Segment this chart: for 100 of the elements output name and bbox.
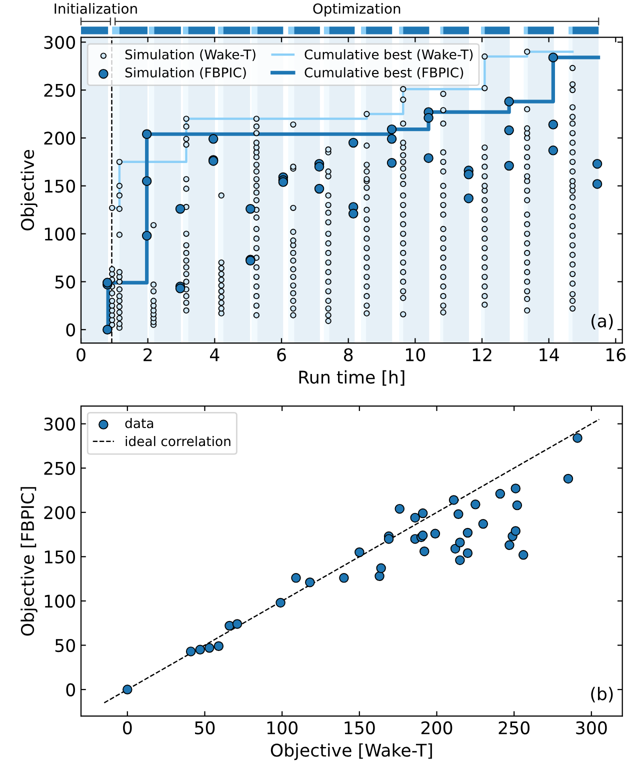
text: Initialization <box>54 3 137 14</box>
point <box>563 474 574 484</box>
point <box>142 129 152 140</box>
point <box>386 124 397 134</box>
y-tick-label: 50 <box>55 275 75 289</box>
text: Optimization <box>313 3 400 17</box>
point <box>314 184 324 194</box>
y-tick-label: 250 <box>44 462 75 475</box>
point <box>102 324 112 334</box>
point <box>464 170 474 180</box>
point <box>504 540 514 550</box>
y-tick-label: 0 <box>66 323 75 336</box>
point <box>504 125 514 136</box>
annotation: (a) <box>592 314 613 330</box>
annotation: (b) <box>591 686 613 702</box>
point <box>510 484 521 494</box>
point <box>478 519 488 529</box>
point <box>410 512 420 523</box>
point <box>424 153 434 163</box>
point <box>246 204 256 214</box>
point <box>470 500 480 510</box>
point <box>419 546 430 556</box>
point <box>175 204 186 214</box>
x-tick-label: 100 <box>267 721 298 734</box>
y-tick-label: 300 <box>44 36 75 49</box>
point <box>462 528 473 538</box>
point <box>448 495 459 505</box>
point <box>455 538 465 548</box>
point <box>186 646 196 656</box>
point <box>195 644 205 655</box>
point <box>394 504 405 514</box>
legend-label: Cumulative best (Wake-T) <box>304 49 473 61</box>
point <box>454 509 464 520</box>
y-tick-label: 0 <box>66 683 75 696</box>
legend-label: Cumulative best (FBPIC) <box>304 67 464 80</box>
x-tick-label: 8 <box>344 348 353 362</box>
y-tick-label: 250 <box>44 84 75 97</box>
y-axis-title: Objective [FBPIC] <box>20 487 38 636</box>
point <box>386 134 397 144</box>
point <box>418 508 428 518</box>
point <box>592 158 602 169</box>
y-tick-label: 150 <box>44 550 75 564</box>
y-axis-title: Objective <box>20 150 38 230</box>
x-tick-label: 14 <box>540 348 559 362</box>
y-tick-label: 300 <box>44 418 75 431</box>
point <box>495 488 506 499</box>
x-tick-label: 16 <box>606 348 626 362</box>
x-tick-label: 50 <box>195 721 215 734</box>
point <box>518 550 528 560</box>
point <box>548 52 558 62</box>
point <box>374 571 384 582</box>
point <box>305 577 315 588</box>
legend-label: Simulation (Wake-T) <box>125 49 256 61</box>
point <box>504 160 514 171</box>
point <box>142 230 152 241</box>
y-tick-label: 100 <box>44 594 75 608</box>
x-tick-label: 2 <box>144 348 152 362</box>
point <box>592 179 602 189</box>
point <box>384 534 394 544</box>
point <box>548 120 558 130</box>
point <box>504 96 514 106</box>
point <box>572 433 582 443</box>
point <box>450 544 460 554</box>
x-tick-label: 250 <box>498 721 530 734</box>
point <box>339 573 349 583</box>
x-axis-title: Objective [Wake-T] <box>270 743 432 760</box>
point <box>122 684 132 694</box>
point <box>348 138 358 148</box>
y-tick-label: 150 <box>44 180 75 193</box>
point <box>510 526 521 536</box>
point <box>204 643 214 653</box>
point <box>548 146 558 156</box>
x-tick-label: 300 <box>576 721 607 734</box>
x-tick-label: 10 <box>406 348 426 362</box>
point <box>430 528 440 539</box>
point <box>376 563 386 574</box>
point <box>214 641 224 652</box>
point <box>464 193 474 204</box>
point <box>314 162 324 172</box>
point <box>455 555 465 566</box>
legend-label: data <box>125 418 154 428</box>
point <box>424 112 434 123</box>
x-tick-label: 12 <box>472 348 492 362</box>
point <box>291 573 301 583</box>
y-tick-label: 200 <box>44 506 75 520</box>
point <box>354 547 364 558</box>
point <box>348 208 358 219</box>
point <box>386 158 397 168</box>
y-tick-label: 50 <box>55 638 75 652</box>
x-tick-label: 0 <box>123 721 132 734</box>
x-tick-label: 4 <box>210 348 220 362</box>
point <box>208 134 218 144</box>
point <box>142 176 152 186</box>
point <box>276 598 286 608</box>
x-axis-title: Run time [h] <box>299 370 404 386</box>
x-tick-label: 200 <box>421 721 452 734</box>
y-tick-label: 100 <box>44 228 75 241</box>
point <box>232 619 242 629</box>
y-tick-label: 200 <box>44 132 75 145</box>
x-tick-label: 150 <box>344 721 375 734</box>
